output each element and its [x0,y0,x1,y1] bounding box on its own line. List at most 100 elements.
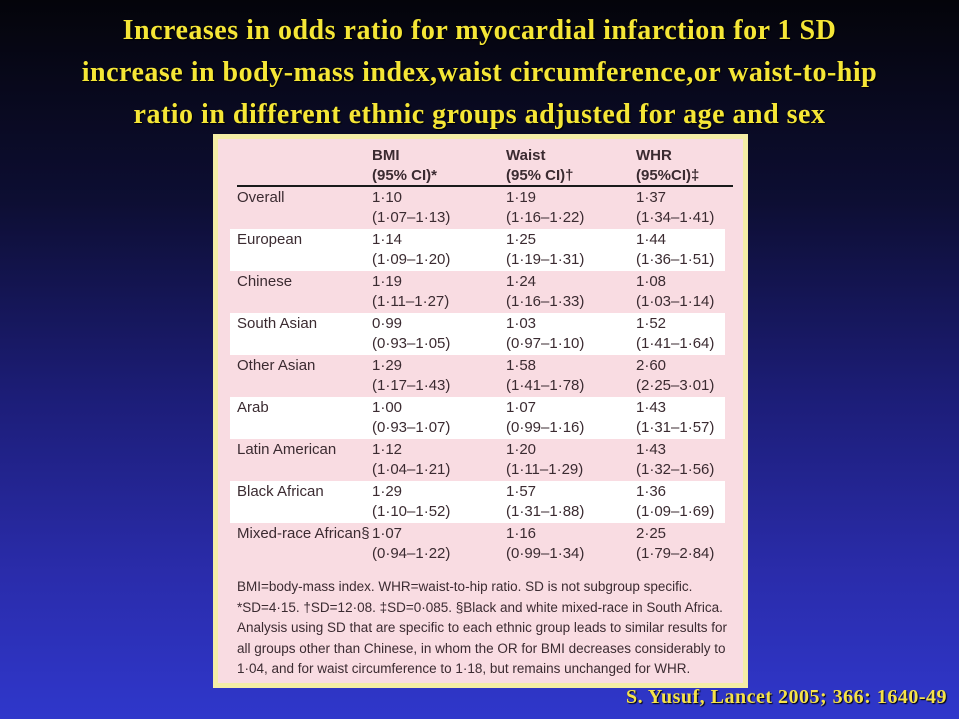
header-bmi-line1: BMI [372,147,400,164]
or-value: 1·57 [506,483,537,500]
ci-value: (1·41–1·78) [506,377,585,394]
table-body: Overall 1·10 (1·07–1·13) 1·19 (1·16–1·22… [218,187,743,565]
ci-value: (1·32–1·56) [636,461,715,478]
bmi-cell: 1·07 (0·94–1·22) [372,523,506,565]
or-value: 1·00 [372,399,403,416]
whr-cell: 2·25 (1·79–2·84) [636,523,725,565]
or-value: 1·14 [372,231,403,248]
or-value: 1·20 [506,441,537,458]
or-value: 1·52 [636,315,667,332]
header-whr-line1: WHR [636,147,672,164]
row-group-label: Other Asian [237,357,316,374]
or-value: 1·44 [636,231,667,248]
ci-value: (1·17–1·43) [372,377,451,394]
table-row-mixed-race-african: Mixed-race African§ 1·07 (0·94–1·22) 1·1… [230,523,725,565]
header-bmi: BMI (95% CI)* [372,146,506,186]
waist-cell: 1·58 (1·41–1·78) [506,355,636,397]
or-value: 1·08 [636,273,667,290]
table-row-overall: Overall 1·10 (1·07–1·13) 1·19 (1·16–1·22… [230,187,725,229]
row-group-label: Arab [237,399,269,416]
or-value: 1·12 [372,441,403,458]
waist-cell: 1·24 (1·16–1·33) [506,271,636,313]
or-value: 1·03 [506,315,537,332]
or-value: 1·07 [506,399,537,416]
or-value: 1·10 [372,189,403,206]
header-bmi-line2: (95% CI)* [372,167,438,184]
header-waist-line1: Waist [506,147,546,164]
odds-ratio-table-panel: BMI (95% CI)* Waist (95% CI)† WHR (95%CI… [213,134,748,688]
bmi-cell: 1·14 (1·09–1·20) [372,229,506,271]
or-value: 1·24 [506,273,537,290]
or-value: 1·37 [636,189,667,206]
row-group-label: European [237,231,303,248]
whr-cell: 1·37 (1·34–1·41) [636,187,725,229]
whr-cell: 1·08 (1·03–1·14) [636,271,725,313]
ci-value: (0·99–1·16) [506,419,585,436]
row-group-label: Mixed-race African§ [237,525,370,542]
header-whr: WHR (95%CI)‡ [636,146,743,186]
bmi-cell: 1·29 (1·17–1·43) [372,355,506,397]
whr-cell: 1·43 (1·32–1·56) [636,439,725,481]
or-value: 1·58 [506,357,537,374]
or-value: 1·43 [636,441,667,458]
or-value: 2·60 [636,357,667,374]
waist-cell: 1·20 (1·11–1·29) [506,439,636,481]
table-row-european: European 1·14 (1·09–1·20) 1·25 (1·19–1·3… [230,229,725,271]
header-waist: Waist (95% CI)† [506,146,636,186]
bmi-cell: 1·19 (1·11–1·27) [372,271,506,313]
bmi-cell: 1·12 (1·04–1·21) [372,439,506,481]
ci-value: (1·03–1·14) [636,293,715,310]
or-value: 1·16 [506,525,537,542]
slide-title-line-2: increase in body-mass index,waist circum… [81,57,878,88]
waist-cell: 1·03 (0·97–1·10) [506,313,636,355]
table-row-other-asian: Other Asian 1·29 (1·17–1·43) 1·58 (1·41–… [230,355,725,397]
row-group-label: South Asian [237,315,318,332]
table-footnote: BMI=body-mass index. WHR=waist-to-hip ra… [237,579,727,676]
or-value: 1·43 [636,399,667,416]
table-row-chinese: Chinese 1·19 (1·11–1·27) 1·24 (1·16–1·33… [230,271,725,313]
ci-value: (0·94–1·22) [372,545,451,562]
or-value: 2·25 [636,525,667,542]
or-value: 1·29 [372,357,403,374]
ci-value: (0·93–1·07) [372,419,451,436]
table-header-row: BMI (95% CI)* Waist (95% CI)† WHR (95%CI… [218,139,743,185]
or-value: 1·25 [506,231,537,248]
whr-cell: 1·44 (1·36–1·51) [636,229,725,271]
waist-cell: 1·16 (0·99–1·34) [506,523,636,565]
slide-title: Increases in odds ratio for myocardial i… [0,10,959,136]
ci-value: (1·16–1·22) [506,209,585,226]
header-whr-line2: (95%CI)‡ [636,167,700,184]
ci-value: (1·04–1·21) [372,461,451,478]
waist-cell: 1·57 (1·31–1·88) [506,481,636,523]
table-row-south-asian: South Asian 0·99 (0·93–1·05) 1·03 (0·97–… [230,313,725,355]
ci-value: (1·16–1·33) [506,293,585,310]
ci-value: (1·07–1·13) [372,209,451,226]
ci-value: (2·25–3·01) [636,377,715,394]
ci-value: (1·79–2·84) [636,545,715,562]
ci-value: (1·31–1·88) [506,503,585,520]
or-value: 1·19 [506,189,537,206]
row-group-label: Chinese [237,273,293,290]
whr-cell: 2·60 (2·25–3·01) [636,355,725,397]
waist-cell: 1·25 (1·19–1·31) [506,229,636,271]
or-value: 1·07 [372,525,403,542]
slide-title-line-3: ratio in different ethnic groups adjuste… [133,99,826,130]
bmi-cell: 0·99 (0·93–1·05) [372,313,506,355]
or-value: 1·19 [372,273,403,290]
whr-cell: 1·52 (1·41–1·64) [636,313,725,355]
waist-cell: 1·19 (1·16–1·22) [506,187,636,229]
whr-cell: 1·36 (1·09–1·69) [636,481,725,523]
ci-value: (1·09–1·69) [636,503,715,520]
or-value: 1·29 [372,483,403,500]
or-value: 0·99 [372,315,403,332]
table-row-latin-american: Latin American 1·12 (1·04–1·21) 1·20 (1·… [230,439,725,481]
waist-cell: 1·07 (0·99–1·16) [506,397,636,439]
header-group-spacer [237,146,372,186]
ci-value: (1·34–1·41) [636,209,715,226]
ci-value: (1·36–1·51) [636,251,715,268]
row-group-label: Black African [237,483,324,500]
header-rule [237,185,733,187]
ci-value: (0·93–1·05) [372,335,451,352]
ci-value: (1·11–1·29) [506,461,584,478]
